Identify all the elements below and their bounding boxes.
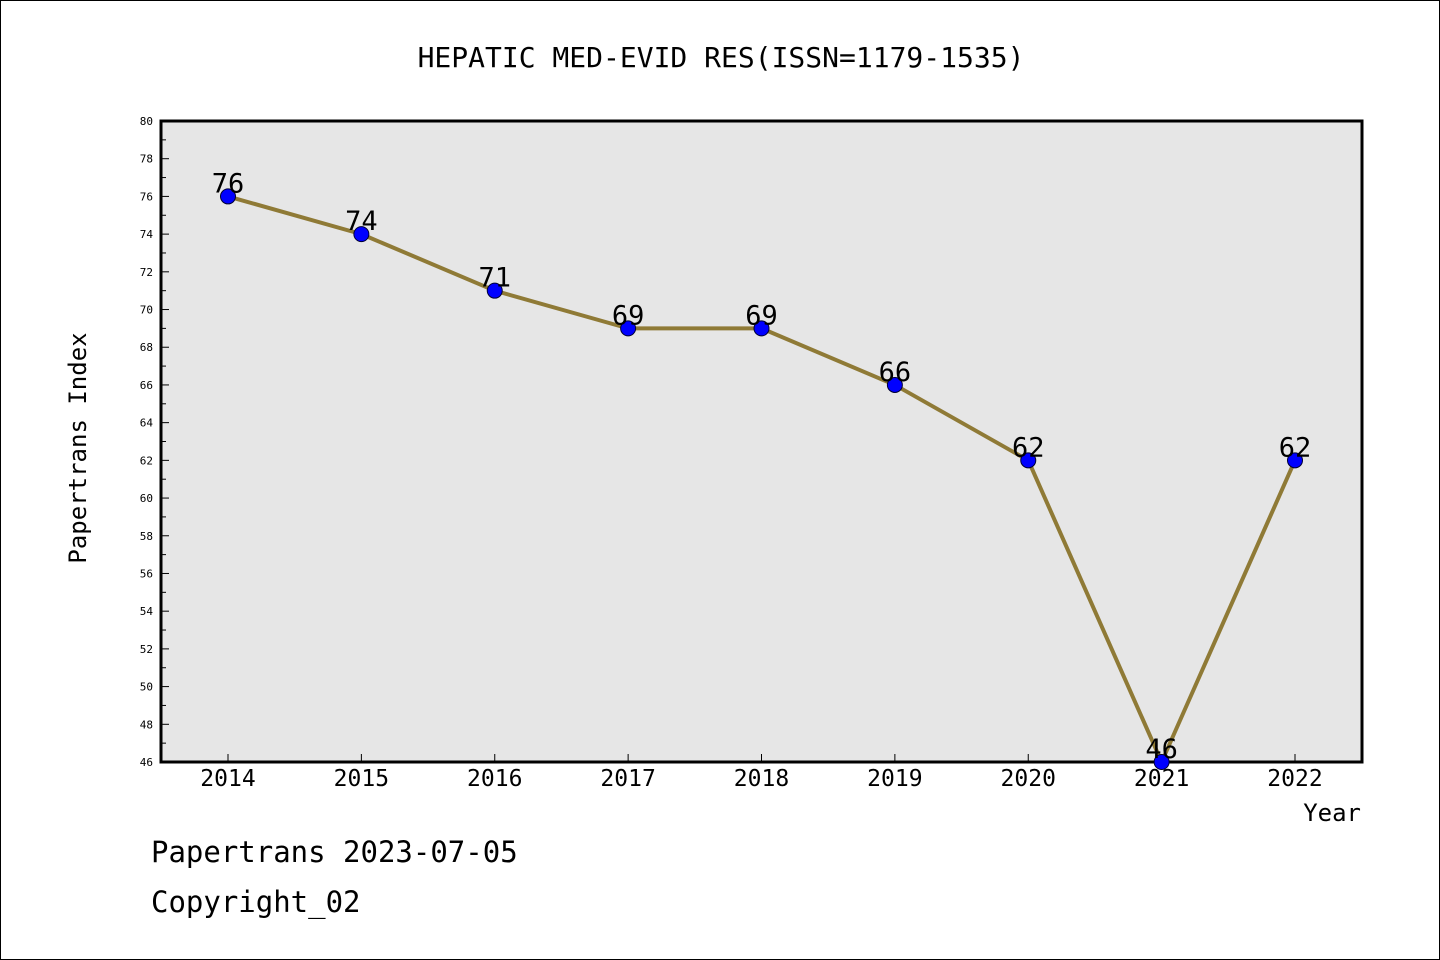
data-point-marker xyxy=(1153,754,1170,770)
data-point-marker xyxy=(353,226,370,243)
y-tick-label: 66 xyxy=(140,379,153,392)
series-markers xyxy=(220,188,1303,770)
y-tick-label: 68 xyxy=(140,341,153,354)
x-axis-title: Year xyxy=(1303,799,1361,827)
data-point-label: 74 xyxy=(345,206,378,237)
y-tick-label: 78 xyxy=(140,153,153,166)
data-point-label: 66 xyxy=(879,357,912,388)
x-tick-label: 2014 xyxy=(200,766,255,792)
y-tick-label: 52 xyxy=(140,643,153,656)
footer-copyright: Copyright_02 xyxy=(151,885,361,919)
data-point-label: 69 xyxy=(745,300,778,331)
y-tick-label: 74 xyxy=(140,228,154,241)
y-tick-label: 58 xyxy=(140,530,153,543)
data-point-marker xyxy=(886,376,903,393)
y-tick-label: 56 xyxy=(140,567,153,580)
x-tick-label: 2019 xyxy=(867,766,922,792)
data-point-marker xyxy=(1020,452,1037,469)
footer-date: Papertrans 2023-07-05 xyxy=(151,835,518,869)
data-point-label: 62 xyxy=(1279,432,1312,463)
data-point-marker xyxy=(1287,452,1303,469)
y-tick-label: 48 xyxy=(140,718,153,731)
y-tick-label: 72 xyxy=(140,266,153,279)
x-tick-label: 2021 xyxy=(1134,766,1189,792)
y-tick-label: 46 xyxy=(140,756,153,769)
x-tick-label: 2015 xyxy=(334,766,389,792)
data-point-marker xyxy=(486,282,503,299)
data-point-label: 46 xyxy=(1145,734,1178,765)
y-tick-label: 62 xyxy=(140,454,153,467)
x-tick-label: 2016 xyxy=(467,766,522,792)
y-tick-label: 76 xyxy=(140,190,153,203)
data-point-label: 62 xyxy=(1012,432,1045,463)
data-point-marker xyxy=(753,320,770,337)
y-tick-label: 50 xyxy=(140,681,153,694)
data-point-label: 71 xyxy=(478,263,511,294)
y-tick-label: 80 xyxy=(140,115,153,128)
y-tick-label: 70 xyxy=(140,304,153,317)
data-point-label: 69 xyxy=(612,300,645,331)
y-tick-label: 54 xyxy=(140,605,154,618)
data-point-label: 76 xyxy=(212,168,245,199)
data-point-marker xyxy=(620,320,637,337)
data-labels: 76 74 71 69 69 66 62 46 62 xyxy=(212,168,1312,765)
data-point-marker xyxy=(220,188,236,205)
x-tick-label: 2020 xyxy=(1001,766,1056,792)
x-axis-ticks: 2014 2015 2016 2017 2018 2019 2020 2021 2022 xyxy=(200,754,1323,792)
y-axis-ticks: 46 48 50 52 54 56 58 60 62 64 66 68 70 72 74 76 78 80 xyxy=(140,115,169,769)
chart-title: HEPATIC MED-EVID RES(ISSN=1179-1535) xyxy=(418,41,1025,74)
x-tick-label: 2018 xyxy=(734,766,789,792)
y-tick-label: 60 xyxy=(140,492,153,505)
y-tick-label: 64 xyxy=(140,417,154,430)
plot-area xyxy=(159,119,1364,764)
x-tick-label: 2017 xyxy=(600,766,655,792)
x-tick-label: 2022 xyxy=(1267,766,1322,792)
y-axis-title: Papertrans Index xyxy=(64,332,92,563)
